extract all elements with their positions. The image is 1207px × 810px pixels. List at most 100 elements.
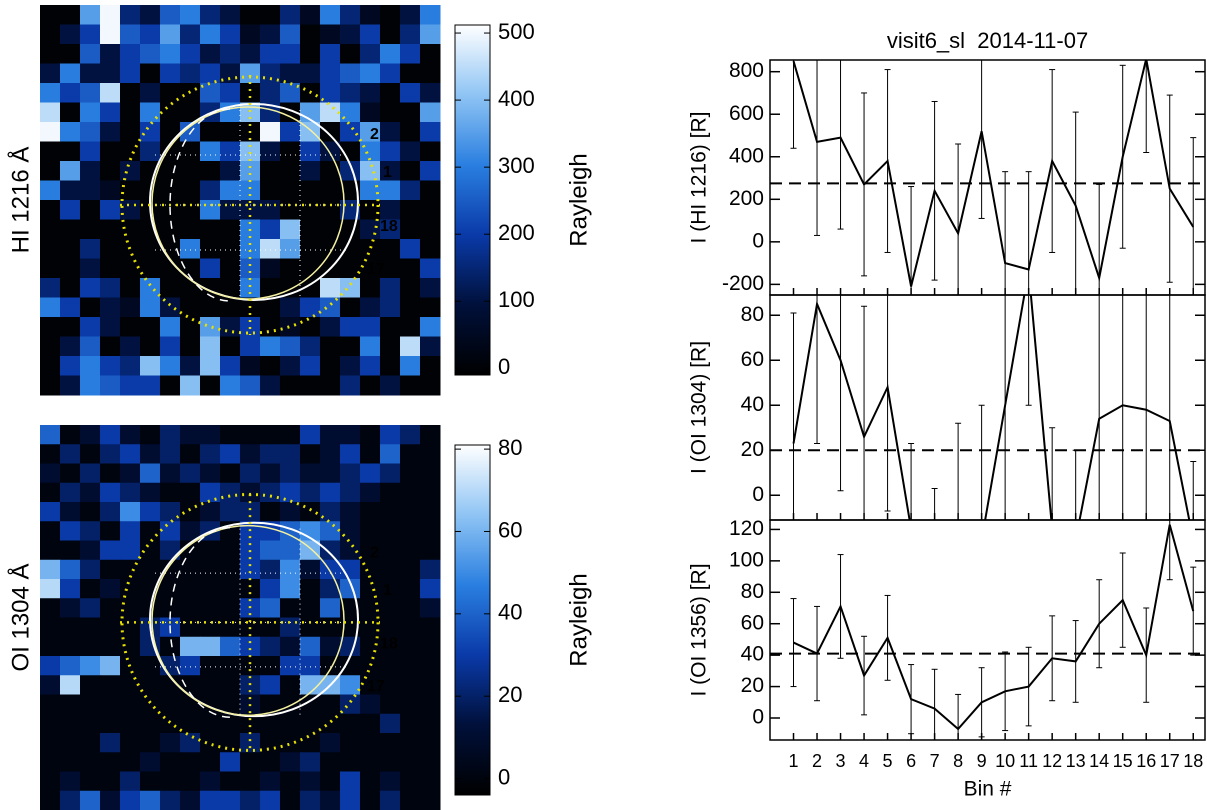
terminator xyxy=(169,108,231,302)
heat-cell xyxy=(80,180,101,201)
heat-cell xyxy=(360,656,381,676)
y-tick-label: 40 xyxy=(741,393,764,416)
heat-cell xyxy=(80,482,101,503)
heat-cell xyxy=(160,694,181,715)
heat-cell xyxy=(100,122,121,142)
heat-cell xyxy=(60,63,81,84)
heat-cell xyxy=(400,5,421,25)
heat-cell xyxy=(380,375,401,396)
y-tick-label: 0 xyxy=(752,229,764,252)
heat-cell xyxy=(360,258,381,279)
heat-cell xyxy=(360,733,381,753)
plot-area xyxy=(770,295,1205,520)
heat-cell xyxy=(280,540,301,561)
heat-cell xyxy=(40,278,61,298)
heat-cell xyxy=(300,713,321,734)
heat-cell xyxy=(140,375,161,396)
colorbar-tick-label: 200 xyxy=(498,220,535,245)
heat-cell xyxy=(120,278,141,298)
heat-cell xyxy=(340,444,361,464)
heat-cell xyxy=(40,297,61,318)
heat-cell xyxy=(160,752,181,772)
heat-cell xyxy=(180,636,201,657)
heat-cell xyxy=(140,752,161,772)
heat-cell xyxy=(360,24,381,45)
plot-area xyxy=(770,520,1205,740)
heat-cell xyxy=(100,5,121,25)
heat-cell xyxy=(80,297,101,318)
heat-cell xyxy=(400,521,421,541)
heat-cell xyxy=(140,258,161,279)
colorbar-label: Rayleigh xyxy=(565,153,592,246)
heat-cell xyxy=(380,733,401,753)
heat-cell xyxy=(200,161,221,181)
heat-cell xyxy=(200,258,221,279)
heat-cell xyxy=(240,83,261,103)
heat-cell xyxy=(280,694,301,715)
heat-cell xyxy=(120,482,141,503)
heat-cell xyxy=(300,336,321,357)
heat-cell xyxy=(60,752,81,772)
y-axis-label: I (OI 1304) [R] xyxy=(688,341,711,474)
heat-cell xyxy=(260,502,281,522)
heat-cell xyxy=(40,636,61,657)
heat-cell xyxy=(100,463,121,484)
heat-cell xyxy=(200,713,221,734)
heat-cell xyxy=(140,44,161,64)
heat-cell xyxy=(220,771,241,792)
heat-cell xyxy=(40,598,61,618)
heat-cell xyxy=(180,258,201,279)
heat-cell xyxy=(60,375,81,396)
heat-cell xyxy=(360,5,381,25)
heat-cell xyxy=(120,521,141,541)
heat-cell xyxy=(80,356,101,376)
heat-cell xyxy=(80,219,101,240)
heat-cell xyxy=(300,617,321,638)
y-tick-label: 20 xyxy=(741,438,764,461)
heat-cell xyxy=(300,219,321,240)
heat-cell xyxy=(400,44,421,64)
heat-cell xyxy=(60,356,81,376)
heat-cell xyxy=(120,559,141,580)
heat-cell xyxy=(420,694,441,715)
heat-cell xyxy=(60,540,81,561)
heat-cell xyxy=(340,790,361,810)
heat-cell xyxy=(120,752,141,772)
heat-cell xyxy=(40,771,61,792)
heat-cell xyxy=(140,102,161,123)
heat-cell xyxy=(260,356,281,376)
heat-cell xyxy=(280,752,301,772)
heat-cell xyxy=(380,636,401,657)
heat-cell xyxy=(360,482,381,503)
heat-cell xyxy=(60,200,81,220)
error-bar xyxy=(955,422,962,520)
heat-cell xyxy=(240,356,261,376)
heat-cell xyxy=(60,463,81,484)
heat-cell xyxy=(220,463,241,484)
heat-cell xyxy=(160,675,181,695)
heat-cell xyxy=(400,336,421,357)
heat-cell xyxy=(420,317,441,337)
y-tick-label: 80 xyxy=(741,580,764,603)
heat-cell xyxy=(300,161,321,181)
heat-cell xyxy=(400,540,421,561)
heat-cell xyxy=(140,317,161,337)
heat-cell xyxy=(280,444,301,464)
heat-cell xyxy=(340,463,361,484)
heat-cell xyxy=(360,375,381,396)
heat-cell xyxy=(40,5,61,25)
heat-cell xyxy=(300,258,321,279)
heat-cell xyxy=(320,63,341,84)
heat-cell xyxy=(220,733,241,753)
heat-cell xyxy=(240,636,261,657)
heat-cell xyxy=(280,790,301,810)
heat-cell xyxy=(200,617,221,638)
heat-cell xyxy=(40,694,61,715)
heat-cell xyxy=(100,161,121,181)
bin-annotation: 17 xyxy=(367,261,385,278)
heat-cell xyxy=(100,502,121,522)
heat-cell xyxy=(240,790,261,810)
heat-cell xyxy=(180,5,201,25)
heat-cell xyxy=(160,336,181,357)
heat-cell xyxy=(280,425,301,445)
